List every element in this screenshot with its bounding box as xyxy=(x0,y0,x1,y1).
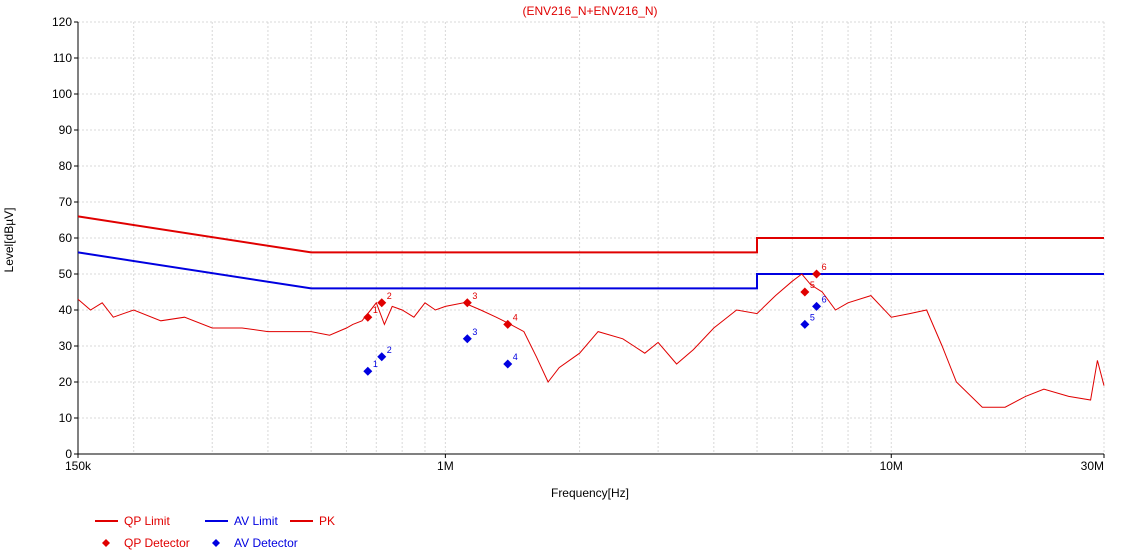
legend-swatch-qp-detector xyxy=(102,539,110,547)
legend-label-av-limit: AV Limit xyxy=(234,514,278,528)
y-tick-label-2: 20 xyxy=(59,375,73,389)
series-qp-limit xyxy=(77,215,1104,254)
qp-detector-label-5: 5 xyxy=(810,280,815,290)
y-tick-label-10: 100 xyxy=(52,87,72,101)
av-detector-point-6 xyxy=(812,301,822,311)
y-tick-label-9: 90 xyxy=(59,123,73,137)
qp-detector-point-4 xyxy=(503,319,513,329)
y-tick-label-1: 10 xyxy=(59,411,73,425)
x-tick-label-2: 10M xyxy=(880,459,903,473)
av-detector-label-5: 5 xyxy=(810,312,815,322)
y-axis-ticks: 0 10 20 30 40 50 60 70 80 90 100 110 120 xyxy=(52,15,78,461)
y-axis-title: Level[dBµV] xyxy=(2,208,16,273)
qp-detector-label-3: 3 xyxy=(472,291,477,301)
av-detector-label-6: 6 xyxy=(822,294,827,304)
av-detector-label-1: 1 xyxy=(373,359,378,369)
series-av-limit xyxy=(77,251,1104,290)
av-detector-label-2: 2 xyxy=(387,345,392,355)
x-axis-title: Frequency[Hz] xyxy=(551,486,629,500)
y-tick-label-7: 70 xyxy=(59,195,73,209)
series-group xyxy=(77,215,1105,408)
y-tick-label-4: 40 xyxy=(59,303,73,317)
qp-detector-point-5 xyxy=(800,287,810,297)
y-tick-label-8: 80 xyxy=(59,159,73,173)
legend-label-qp-limit: QP Limit xyxy=(124,514,170,528)
series-pk xyxy=(77,273,1105,408)
av-detector-label-4: 4 xyxy=(513,352,518,362)
qp-detector-label-1: 1 xyxy=(373,305,378,315)
chart-title: (ENV216_N+ENV216_N) xyxy=(522,4,657,18)
av-detector-point-1 xyxy=(363,366,373,376)
legend-label-qp-detector: QP Detector xyxy=(124,536,190,550)
av-detector-point-2 xyxy=(377,352,387,362)
qp-detector-point-2 xyxy=(377,298,387,308)
y-tick-label-3: 30 xyxy=(59,339,73,353)
x-axis-ticks: 150k 1M 10M 30M xyxy=(65,454,1105,473)
qp-detector-label-6: 6 xyxy=(822,262,827,272)
y-tick-label-0: 0 xyxy=(65,447,72,461)
x-tick-label-1: 1M xyxy=(437,459,454,473)
legend: QP Limit AV Limit PK QP Detector AV Detector xyxy=(95,514,335,550)
av-detector-point-4 xyxy=(503,359,513,369)
x-tick-label-0: 150k xyxy=(65,459,92,473)
x-tick-label-3: 30M xyxy=(1081,459,1104,473)
y-tick-label-11: 110 xyxy=(53,51,72,65)
y-tick-label-5: 50 xyxy=(59,267,73,281)
qp-detector-point-6 xyxy=(812,269,822,279)
av-detector-point-5 xyxy=(800,319,810,329)
qp-detector-point-3 xyxy=(462,298,472,308)
y-tick-label-12: 120 xyxy=(52,15,72,29)
qp-detector-point-1 xyxy=(363,312,373,322)
qp-detector-label-2: 2 xyxy=(387,291,392,301)
qp-detector-label-4: 4 xyxy=(513,312,518,322)
legend-swatch-av-detector xyxy=(212,539,220,547)
legend-label-av-detector: AV Detector xyxy=(234,536,298,550)
y-tick-label-6: 60 xyxy=(59,231,73,245)
av-detector-point-3 xyxy=(462,334,472,344)
legend-label-pk: PK xyxy=(319,514,335,528)
av-detector-label-3: 3 xyxy=(472,327,477,337)
